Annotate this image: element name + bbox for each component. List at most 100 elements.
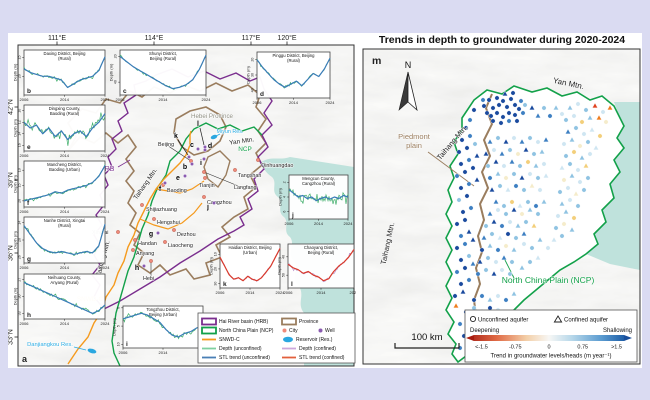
inset-xtick-label: 2024 bbox=[202, 97, 212, 102]
inset-xtick-label: 2014 bbox=[159, 97, 169, 102]
scatter-point-circle bbox=[471, 305, 477, 311]
scale-bar-label: 100 km bbox=[411, 332, 442, 343]
scatter-point-circle bbox=[503, 211, 509, 217]
scatter-point-circle bbox=[600, 109, 606, 115]
scatter-point-circle bbox=[537, 187, 543, 193]
well-label-leader bbox=[177, 139, 189, 156]
scatter-point-circle bbox=[512, 112, 518, 118]
inset-xtick-label: 2014 bbox=[60, 153, 70, 158]
inset-box bbox=[23, 273, 106, 320]
legend-label: Hai River basin (HRB) bbox=[219, 319, 269, 325]
scatter-point-circle bbox=[500, 114, 506, 120]
scatter-point-circle bbox=[458, 257, 464, 263]
scatter-point-circle bbox=[512, 102, 518, 108]
map-label: plain bbox=[406, 141, 422, 150]
scatter-point-circle bbox=[498, 120, 504, 126]
city-marker bbox=[256, 158, 260, 162]
snwd-canal-branch-east bbox=[139, 202, 203, 230]
inset-xtick-label: 2014 bbox=[60, 265, 70, 270]
scatter-point-triangle bbox=[510, 290, 518, 297]
city-marker bbox=[233, 168, 237, 172]
inset-ytick-label: 33 bbox=[18, 311, 22, 315]
scatter-point-triangle bbox=[552, 104, 560, 111]
inset-ytick-label: 26 bbox=[18, 255, 22, 259]
inset-title: Mengcun County, bbox=[302, 176, 335, 181]
legend-label: Well bbox=[325, 328, 335, 334]
scatter-point-circle bbox=[575, 167, 581, 173]
inset-stl-trend bbox=[23, 113, 106, 141]
scatter-point-circle bbox=[470, 165, 476, 171]
sh allowing-label: Shallowing bbox=[603, 328, 632, 334]
inset-ytick-label: 10 bbox=[18, 168, 22, 172]
scatter-point-triangle bbox=[566, 104, 574, 111]
scatter-point-circle bbox=[510, 90, 516, 96]
scatter-point-triangle bbox=[504, 186, 512, 193]
panel-letter-m: m bbox=[372, 55, 381, 67]
lat-tick-label: 42°N bbox=[8, 99, 15, 115]
scatter-point-circle bbox=[481, 103, 487, 109]
scatter-point-circle bbox=[603, 119, 609, 125]
scatter-point-circle bbox=[508, 96, 514, 102]
scatter-point-circle bbox=[485, 163, 491, 169]
inset-chart-c: Shunyi District,Beijing (Rural) c Depth (m… bbox=[109, 49, 212, 102]
well-letter: l bbox=[197, 121, 199, 128]
inset-ytick-label: 2 bbox=[283, 181, 287, 183]
inset-ytick-label: 20 bbox=[18, 199, 22, 203]
scatter-point-circle bbox=[583, 107, 589, 113]
scatter-point-triangle bbox=[558, 164, 566, 171]
scatter-point-circle bbox=[521, 187, 527, 193]
scatter-point-circle bbox=[487, 175, 493, 181]
inset-stl-trend bbox=[23, 56, 106, 89]
inset-stl-trend bbox=[219, 248, 281, 282]
panel-letter-a: a bbox=[22, 354, 28, 364]
inset-xtick-label: 2024 bbox=[101, 321, 111, 326]
well-marker bbox=[190, 162, 194, 166]
scatter-point-circle bbox=[571, 149, 577, 155]
scatter-point-circle bbox=[493, 259, 499, 265]
scatter-point-triangle bbox=[520, 230, 528, 237]
scatter-point-triangle bbox=[492, 198, 500, 205]
scatter-point-circle bbox=[507, 147, 513, 153]
inset-ytick-label: 15 bbox=[18, 56, 22, 60]
inset-letter: b bbox=[27, 88, 31, 95]
inset-letter: j bbox=[291, 212, 294, 219]
city-marker bbox=[116, 230, 120, 234]
scatter-point-triangle bbox=[582, 162, 590, 169]
inset-chart-f: Mancheng District,Baoding (Urban) f Depth … bbox=[13, 160, 111, 214]
scatter-point-triangle bbox=[518, 138, 526, 145]
scatter-point-circle bbox=[525, 199, 531, 205]
scatter-point-circle bbox=[490, 118, 496, 124]
scatter-point-triangle bbox=[502, 138, 510, 145]
inset-title: Baoding (Rural) bbox=[50, 111, 80, 116]
inset-title: Anyang (Rural) bbox=[50, 280, 79, 285]
well-letter: b bbox=[183, 164, 187, 171]
inset-title: Beijing (Rural) bbox=[150, 56, 177, 61]
scatter-point-circle bbox=[571, 113, 577, 119]
scatter-point-circle bbox=[505, 231, 511, 237]
well-letter: d bbox=[208, 143, 212, 150]
inset-xtick-label: 2006 bbox=[253, 100, 263, 105]
colorbar-tick-label: 0 bbox=[547, 345, 550, 351]
scatter-point-circle bbox=[456, 197, 462, 203]
scatter-point-triangle bbox=[562, 208, 570, 215]
well-letter: k bbox=[174, 133, 178, 140]
inset-xtick-label: 2006 bbox=[20, 209, 30, 214]
inset-ytick-label: 15 bbox=[18, 184, 22, 188]
map-label: North China Plain (NCP) bbox=[502, 275, 595, 285]
scatter-point-triangle bbox=[568, 226, 576, 233]
inset-xtick-label: 2024 bbox=[101, 209, 111, 214]
scatter-point-circle bbox=[587, 151, 593, 157]
right-panel-title: Trends in depth to groundwater during 20… bbox=[378, 34, 626, 46]
scatter-point-triangle bbox=[510, 246, 518, 253]
figure-canvas: 111°E 114°E 117°E 120°E 42°N 39°N 36°N 33°N a Heb… bbox=[8, 33, 642, 368]
scatter-point-circle bbox=[491, 147, 497, 153]
well-marker bbox=[203, 145, 207, 149]
inset-ytick-label: 14 bbox=[18, 221, 22, 225]
scatter-point-circle bbox=[496, 102, 502, 108]
colorbar-tick-label: <-1.5 bbox=[475, 345, 488, 351]
scatter-point-triangle bbox=[469, 236, 477, 243]
scatter-point-circle bbox=[497, 183, 503, 189]
inset-xtick-label: 2024 bbox=[350, 290, 356, 295]
scatter-point-triangle bbox=[510, 206, 518, 213]
scatter-point-circle bbox=[460, 209, 466, 215]
